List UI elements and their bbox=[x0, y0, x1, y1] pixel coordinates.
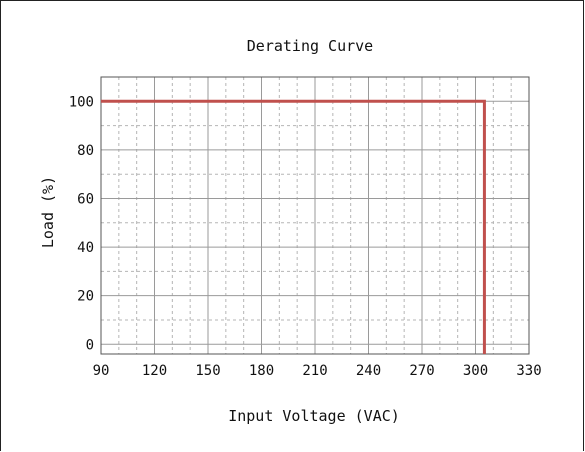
x-tick-label: 210 bbox=[302, 363, 327, 379]
y-tick-label: 80 bbox=[77, 143, 94, 159]
x-tick-label: 90 bbox=[93, 363, 110, 379]
x-tick-label: 180 bbox=[249, 363, 274, 379]
x-tick-label: 270 bbox=[409, 363, 434, 379]
x-axis-label: Input Voltage (VAC) bbox=[228, 407, 400, 425]
x-tick-label: 120 bbox=[142, 363, 167, 379]
y-tick-label: 60 bbox=[77, 191, 94, 207]
major-grid bbox=[101, 77, 529, 354]
x-tick-label: 300 bbox=[463, 363, 488, 379]
minor-grid bbox=[101, 77, 529, 354]
y-tick-label: 100 bbox=[69, 94, 94, 110]
series-layer bbox=[101, 99, 486, 354]
y-tick-label: 0 bbox=[86, 337, 94, 353]
x-tick-label: 150 bbox=[195, 363, 220, 379]
chart-title: Derating Curve bbox=[247, 37, 373, 55]
derating-line bbox=[101, 99, 486, 354]
y-tick-label: 40 bbox=[77, 240, 94, 256]
y-axis-label: Load (%) bbox=[39, 176, 57, 248]
x-tick-labels: 90 120 150 180 210 240 270 300 330 bbox=[93, 363, 542, 379]
y-tick-labels: 0 20 40 60 80 100 bbox=[69, 94, 94, 353]
plot-area bbox=[100, 76, 530, 355]
y-tick-label: 20 bbox=[77, 289, 94, 305]
x-tick-label: 330 bbox=[516, 363, 541, 379]
x-tick-label: 240 bbox=[356, 363, 381, 379]
